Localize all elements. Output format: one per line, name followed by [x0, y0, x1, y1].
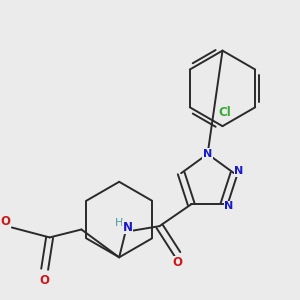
Text: O: O	[0, 215, 10, 228]
Text: O: O	[172, 256, 182, 269]
Text: N: N	[203, 149, 212, 159]
Text: H: H	[115, 218, 123, 228]
Text: N: N	[234, 166, 244, 176]
Text: N: N	[123, 221, 133, 234]
Text: N: N	[224, 201, 233, 211]
Text: O: O	[40, 274, 50, 287]
Text: Cl: Cl	[218, 106, 231, 119]
